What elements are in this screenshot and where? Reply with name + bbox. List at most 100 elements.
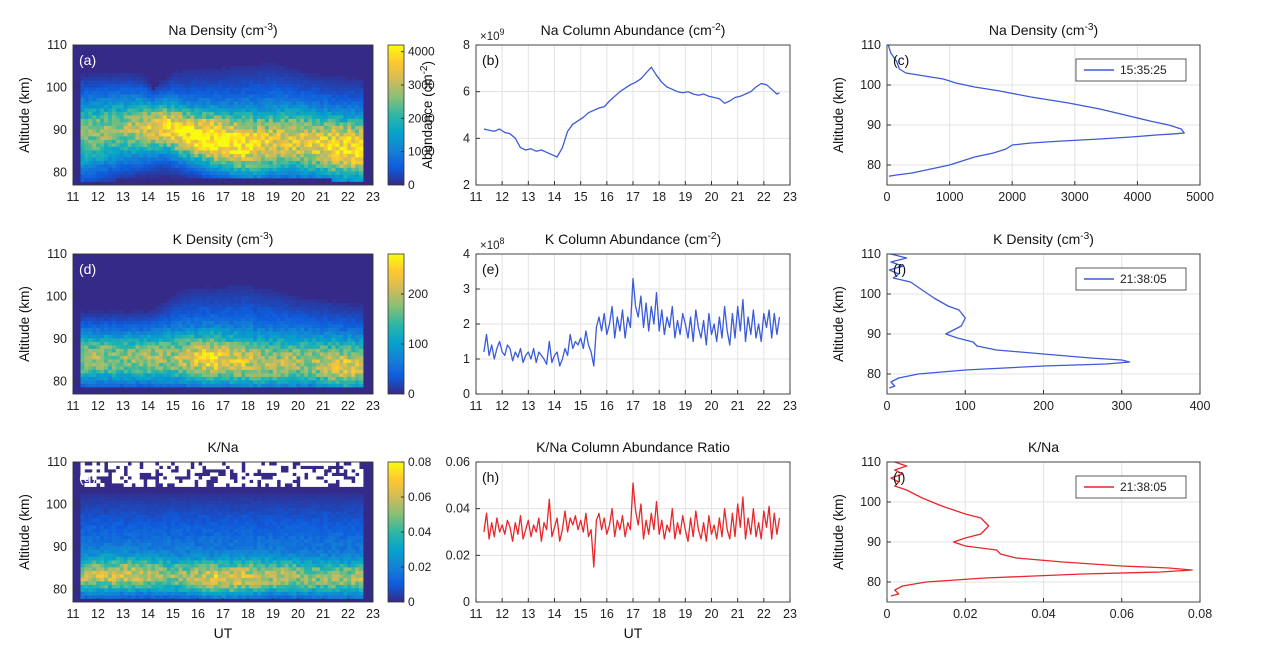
heatmap-cell [245, 108, 250, 112]
heatmap-cell [119, 94, 125, 98]
heatmap-cell [139, 539, 144, 543]
heatmap-cell [213, 352, 219, 356]
heatmap-cell [311, 174, 317, 179]
heatmap-cell [107, 111, 113, 116]
heatmap-cell [237, 111, 242, 116]
heatmap-cell [104, 567, 109, 571]
heatmap-cell [162, 174, 168, 179]
heatmap-cell [355, 320, 360, 325]
heatmap-cell [111, 136, 117, 140]
heatmap-cell [351, 118, 356, 123]
heatmap-cell [245, 171, 250, 175]
heatmap-cell [96, 139, 101, 144]
heatmap-cell [335, 373, 340, 377]
heatmap-cell [131, 348, 136, 353]
heatmap-cell [300, 150, 305, 154]
heatmap-cell [162, 111, 168, 116]
heatmap-cell [339, 125, 344, 130]
heatmap-cell [296, 299, 301, 304]
heatmap-cell [115, 338, 121, 342]
heatmap-cell [253, 139, 258, 144]
heatmap-cell [135, 497, 140, 501]
heatmap-cell [96, 570, 101, 575]
heatmap-cell [174, 373, 179, 377]
heatmap-cell [170, 303, 176, 307]
heatmap-cell [182, 160, 187, 165]
heatmap-cell [292, 143, 297, 147]
heatmap-cell [225, 164, 230, 168]
heatmap-cell [327, 80, 333, 84]
heatmap-cell [268, 153, 274, 158]
heatmap-cell [233, 174, 238, 179]
heatmap-cell [115, 90, 121, 95]
heatmap-cell [311, 115, 317, 119]
heatmap-cell [264, 111, 270, 116]
heatmap-cell-missing [80, 476, 85, 480]
heatmap-cell [308, 108, 313, 112]
heatmap-cell [351, 160, 356, 165]
heatmap-cell [135, 535, 140, 540]
heatmap-cell [147, 380, 152, 384]
heatmap-cell [206, 76, 211, 81]
heatmap-cell [221, 306, 227, 311]
heatmap-cell [319, 143, 325, 147]
heatmap-cell [147, 327, 152, 332]
heatmap-cell [347, 139, 352, 144]
heatmap-cell [245, 345, 250, 349]
heatmap-cell [343, 306, 348, 311]
heatmap-cell [178, 174, 183, 179]
heatmap-cell [111, 539, 117, 543]
heatmap-cell [237, 355, 242, 360]
heatmap-cell [300, 317, 305, 321]
heatmap-cell [296, 310, 301, 314]
heatmap-cell [166, 327, 172, 332]
heatmap-cell [217, 76, 223, 81]
heatmap-cell [339, 76, 344, 81]
heatmap-cell [327, 303, 333, 307]
heatmap-cell [288, 317, 293, 321]
heatmap-cell [217, 306, 223, 311]
heatmap-cell [96, 331, 101, 335]
heatmap-cell [100, 97, 105, 102]
heatmap-cell [147, 146, 152, 151]
heatmap-cell [123, 591, 128, 596]
heatmap-cell [139, 122, 144, 126]
heatmap-cell [229, 157, 234, 161]
heatmap-cell [335, 331, 340, 335]
heatmap-cell [323, 306, 329, 311]
heatmap-cell [131, 160, 136, 165]
heatmap-cell [257, 366, 262, 370]
heatmap-cell [96, 338, 101, 342]
heatmap-cell [268, 380, 274, 384]
heatmap-cell [308, 334, 313, 339]
heatmap-cell [194, 94, 199, 98]
heatmap-cell-missing [80, 472, 85, 477]
heatmap-cell [300, 167, 305, 172]
heatmap-cell [127, 362, 132, 367]
heatmap-cell [139, 341, 144, 346]
heatmap-cell [229, 66, 234, 70]
heatmap-cell-missing [151, 469, 156, 473]
heatmap-cell [88, 518, 93, 522]
heatmap-cell [143, 111, 148, 116]
heatmap-cell [115, 542, 121, 547]
heatmap-cell [170, 87, 176, 91]
heatmap-cell [209, 129, 215, 133]
heatmap-cell [131, 352, 136, 356]
heatmap-cell [257, 369, 262, 374]
heatmap-cell [111, 317, 117, 321]
heatmap-cell [229, 373, 234, 377]
heatmap-cell-missing [139, 479, 144, 484]
heatmap-cell [245, 97, 250, 102]
heatmap-cell [198, 338, 203, 342]
heatmap-cell [100, 591, 105, 596]
heatmap-cell [331, 299, 336, 304]
heatmap-cell [186, 376, 191, 381]
heatmap-cell [311, 324, 317, 328]
heatmap-cell [202, 313, 207, 318]
heatmap-cell [292, 324, 297, 328]
x-tick-label: 17 [216, 399, 230, 413]
heatmap-cell [264, 362, 270, 367]
heatmap-cell [276, 153, 282, 158]
heatmap-cell [253, 171, 258, 175]
